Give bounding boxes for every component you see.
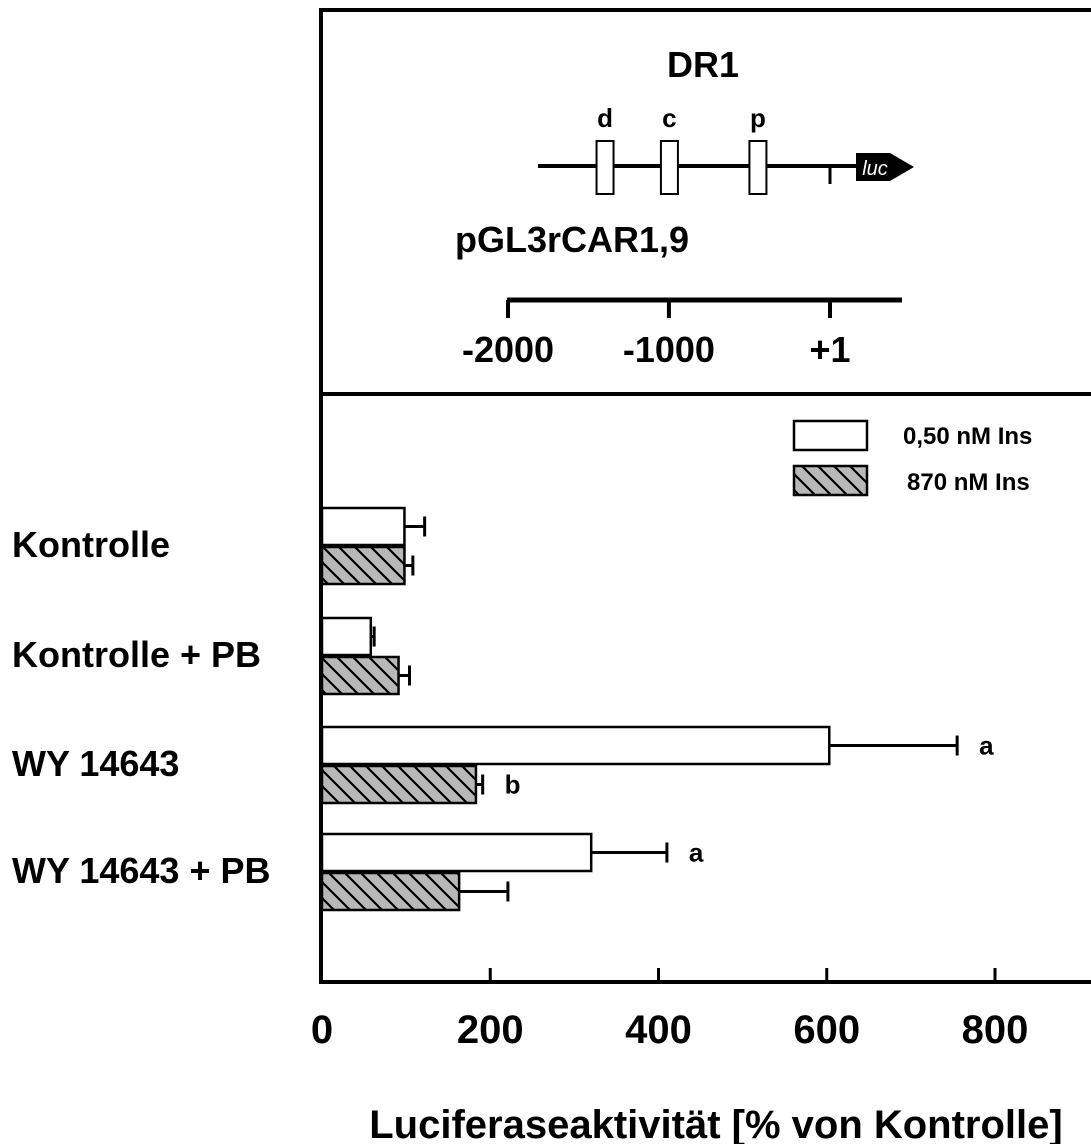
- reporter-label: luc: [862, 158, 888, 180]
- binding-site-p: [748, 140, 768, 195]
- x-tick-label: 0: [311, 1008, 333, 1052]
- scale-tick-label: -2000: [462, 329, 554, 370]
- significance-label: a: [979, 731, 994, 761]
- legend: 0,50 nM Ins 870 nM Ins: [792, 419, 1032, 497]
- legend-label-1: 0,50 nM Ins: [903, 423, 1032, 450]
- x-tick-label: 200: [457, 1008, 524, 1052]
- category-label: WY 14643: [12, 743, 179, 784]
- x-tick-label: 800: [962, 1008, 1029, 1052]
- binding-site-c: [659, 140, 679, 195]
- diagram-title: DR1: [667, 44, 739, 85]
- bar: [320, 832, 593, 873]
- binding-site-d: [595, 140, 615, 195]
- category-label: Kontrolle + PB: [12, 634, 261, 675]
- bar: [320, 616, 373, 657]
- frame: [319, 8, 1091, 984]
- promoter-diagram: DR1 d c p luc pGL3rCAR1,9 -2000 -1000 +1: [455, 44, 914, 370]
- bar: [320, 871, 461, 912]
- bar: [320, 655, 400, 696]
- category-label: WY 14643 + PB: [12, 850, 271, 891]
- bar: [320, 764, 478, 805]
- significance-label: b: [505, 770, 521, 800]
- significance-label: a: [689, 838, 704, 868]
- legend-swatch-hatched: [792, 464, 869, 497]
- bar: [320, 725, 831, 766]
- binding-site-label: c: [662, 103, 676, 133]
- binding-site-label: d: [597, 103, 613, 133]
- category-label: Kontrolle: [12, 524, 170, 565]
- construct-label: pGL3rCAR1,9: [455, 219, 689, 260]
- luc-arrow-icon: [856, 153, 914, 181]
- legend-swatch-white: [792, 419, 869, 452]
- x-tick-label: 600: [793, 1008, 860, 1052]
- bar: [320, 545, 406, 586]
- x-axis-label: Luciferaseaktivität [% von Kontrolle]: [369, 1103, 1062, 1144]
- x-tick-label: 400: [625, 1008, 692, 1052]
- binding-site-label: p: [750, 103, 766, 133]
- scale-tick-label: +1: [809, 329, 850, 370]
- legend-label-2: 870 nM Ins: [907, 469, 1030, 496]
- bar: [320, 506, 406, 547]
- scale-tick-label: -1000: [623, 329, 715, 370]
